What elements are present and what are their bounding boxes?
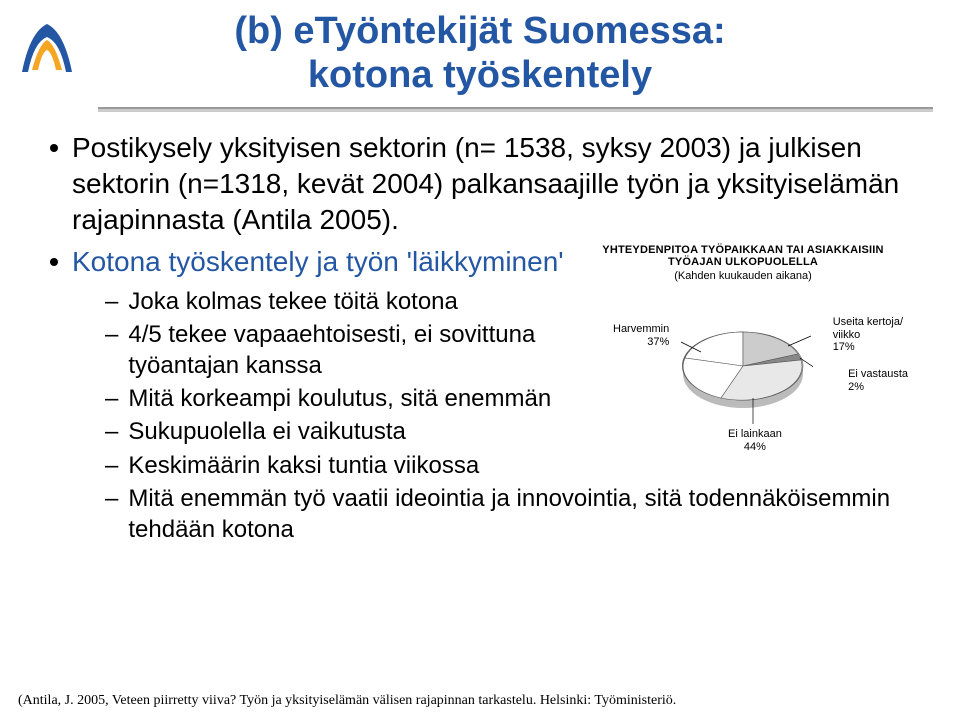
sub-bullet: – Joka kolmas tekee töitä kotona xyxy=(105,286,570,317)
bullet-2: Kotona työskentely ja työn 'läikkyminen' xyxy=(50,244,570,280)
pie-svg xyxy=(673,306,813,436)
bullet-1: Postikysely yksityisen sektorin (n= 1538… xyxy=(50,130,910,237)
sub-bullet: – Mitä korkeampi koulutus, sitä enemmän xyxy=(105,383,570,414)
sub-bullet: – Sukupuolella ei vaikutusta xyxy=(105,416,570,447)
sub-text: Joka kolmas tekee töitä kotona xyxy=(128,286,458,317)
sub-bullet: – Keskimäärin kaksi tuntia viikossa xyxy=(105,450,570,481)
pie-label-eivastausta: Ei vastausta 2% xyxy=(848,368,908,393)
title-line-1: (b) eTyöntekijät Suomessa: xyxy=(0,10,960,54)
pie-subtitle: (Kahden kuukauden aikana) xyxy=(578,270,908,282)
slide-title: (b) eTyöntekijät Suomessa: kotona työske… xyxy=(0,0,960,97)
sub-text: Keskimäärin kaksi tuntia viikossa xyxy=(128,450,479,481)
pie-label-eilainkaan: Ei lainkaan 44% xyxy=(728,428,782,453)
sub-bullet: – Mitä enemmän työ vaatii ideointia ja i… xyxy=(105,483,910,545)
sub-bullet: – 4/5 tekee vapaaehtoisesti, ei sovittun… xyxy=(105,319,570,381)
sub-text: 4/5 tekee vapaaehtoisesti, ei sovittuna … xyxy=(128,319,570,381)
sub-text: Sukupuolella ei vaikutusta xyxy=(128,416,406,447)
bullet-1-text: Postikysely yksityisen sektorin (n= 1538… xyxy=(72,130,910,237)
sub-text: Mitä enemmän työ vaatii ideointia ja inn… xyxy=(128,483,908,545)
logo xyxy=(12,12,82,82)
pie-chart: YHTEYDENPITOA TYÖPAIKKAAN TAI ASIAKKAISI… xyxy=(578,244,908,468)
title-line-2: kotona työskentely xyxy=(0,54,960,98)
sub-text: Mitä korkeampi koulutus, sitä enemmän xyxy=(128,383,551,414)
bullet-dot xyxy=(50,258,58,266)
pie-title: YHTEYDENPITOA TYÖPAIKKAAN TAI ASIAKKAISI… xyxy=(578,244,908,268)
bullet-dot xyxy=(50,144,58,152)
pie-label-harvemmin: Harvemmin 37% xyxy=(613,323,669,348)
pie-label-useita: Useita kertoja/ viikko 17% xyxy=(833,316,903,354)
footnote: (Antila, J. 2005, Veteen piirretty viiva… xyxy=(18,693,676,709)
bullet-2-text: Kotona työskentely ja työn 'läikkyminen' xyxy=(72,244,564,280)
